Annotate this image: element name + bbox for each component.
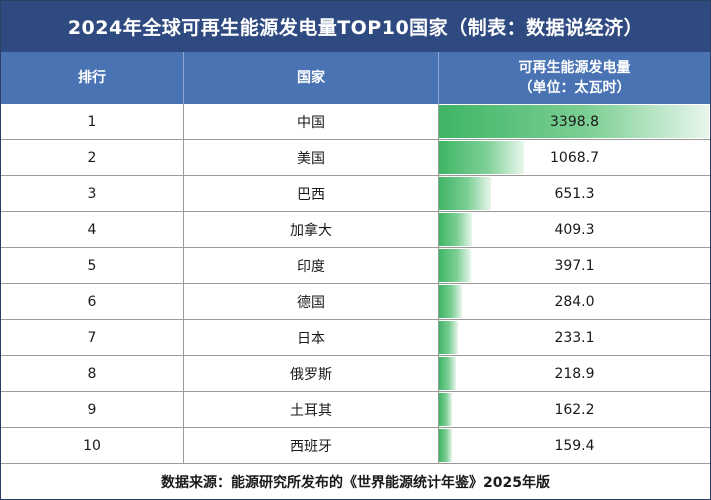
table-row: 6 德国 284.0 (1, 284, 710, 320)
value-label: 1068.7 (550, 149, 599, 166)
country-cell: 印度 (184, 248, 439, 283)
value-bar (439, 141, 524, 174)
table-row: 10 西班牙 159.4 (1, 428, 710, 464)
country-cell: 德国 (184, 284, 439, 319)
value-cell: 3398.8 (439, 104, 710, 139)
header-country-label: 国家 (297, 70, 325, 86)
table-row: 1 中国 3398.8 (1, 104, 710, 140)
value-cell: 159.4 (439, 428, 710, 463)
value-label: 159.4 (554, 437, 595, 454)
value-label: 3398.8 (550, 113, 599, 130)
value-cell: 218.9 (439, 356, 710, 391)
table-title: 2024年全球可再生能源发电量TOP10国家（制表：数据说经济） (1, 1, 710, 52)
rank-cell: 9 (1, 392, 184, 427)
rank-cell: 1 (1, 104, 184, 139)
value-bar (439, 177, 491, 210)
value-bar (439, 213, 472, 246)
data-source-footer: 数据来源：能源研究所发布的《世界能源统计年鉴》2025年版 (1, 463, 710, 500)
value-cell: 397.1 (439, 248, 710, 283)
value-bar (439, 321, 458, 354)
rank-cell: 5 (1, 248, 184, 283)
value-cell: 162.2 (439, 392, 710, 427)
table-row: 7 日本 233.1 (1, 320, 710, 356)
country-cell: 巴西 (184, 176, 439, 211)
header-rank: 排行 (1, 52, 184, 104)
value-label: 409.3 (554, 221, 595, 238)
value-bar (439, 393, 452, 426)
value-bar (439, 357, 457, 390)
table-row: 4 加拿大 409.3 (1, 212, 710, 248)
header-country: 国家 (184, 52, 439, 104)
rank-cell: 4 (1, 212, 184, 247)
table-row: 2 美国 1068.7 (1, 140, 710, 176)
country-cell: 土耳其 (184, 392, 439, 427)
rank-cell: 3 (1, 176, 184, 211)
rank-cell: 8 (1, 356, 184, 391)
header-value: 可再生能源发电量 （单位：太瓦时） (439, 52, 710, 104)
country-cell: 西班牙 (184, 428, 439, 463)
value-bar (439, 249, 471, 282)
rank-cell: 7 (1, 320, 184, 355)
value-cell: 1068.7 (439, 140, 710, 175)
value-label: 284.0 (554, 293, 595, 310)
country-cell: 日本 (184, 320, 439, 355)
value-cell: 284.0 (439, 284, 710, 319)
value-cell: 651.3 (439, 176, 710, 211)
rank-cell: 6 (1, 284, 184, 319)
country-cell: 美国 (184, 140, 439, 175)
value-bar (439, 285, 462, 318)
header-value-unit: （单位：太瓦时） (518, 80, 631, 96)
header-value-label: 可再生能源发电量 (518, 60, 631, 76)
value-cell: 409.3 (439, 212, 710, 247)
value-bar (439, 429, 452, 462)
table-row: 8 俄罗斯 218.9 (1, 356, 710, 392)
rank-cell: 10 (1, 428, 184, 463)
table-row: 9 土耳其 162.2 (1, 392, 710, 428)
value-label: 651.3 (554, 185, 595, 202)
value-label: 397.1 (554, 257, 595, 274)
value-label: 233.1 (554, 329, 595, 346)
header-row: 排行 国家 可再生能源发电量 （单位：太瓦时） (1, 52, 710, 104)
value-label: 218.9 (554, 365, 595, 382)
country-cell: 中国 (184, 104, 439, 139)
table-row: 5 印度 397.1 (1, 248, 710, 284)
value-cell: 233.1 (439, 320, 710, 355)
country-cell: 俄罗斯 (184, 356, 439, 391)
table-row: 3 巴西 651.3 (1, 176, 710, 212)
header-rank-label: 排行 (78, 70, 106, 86)
value-label: 162.2 (554, 401, 595, 418)
country-cell: 加拿大 (184, 212, 439, 247)
value-bar (439, 105, 709, 138)
rank-cell: 2 (1, 140, 184, 175)
